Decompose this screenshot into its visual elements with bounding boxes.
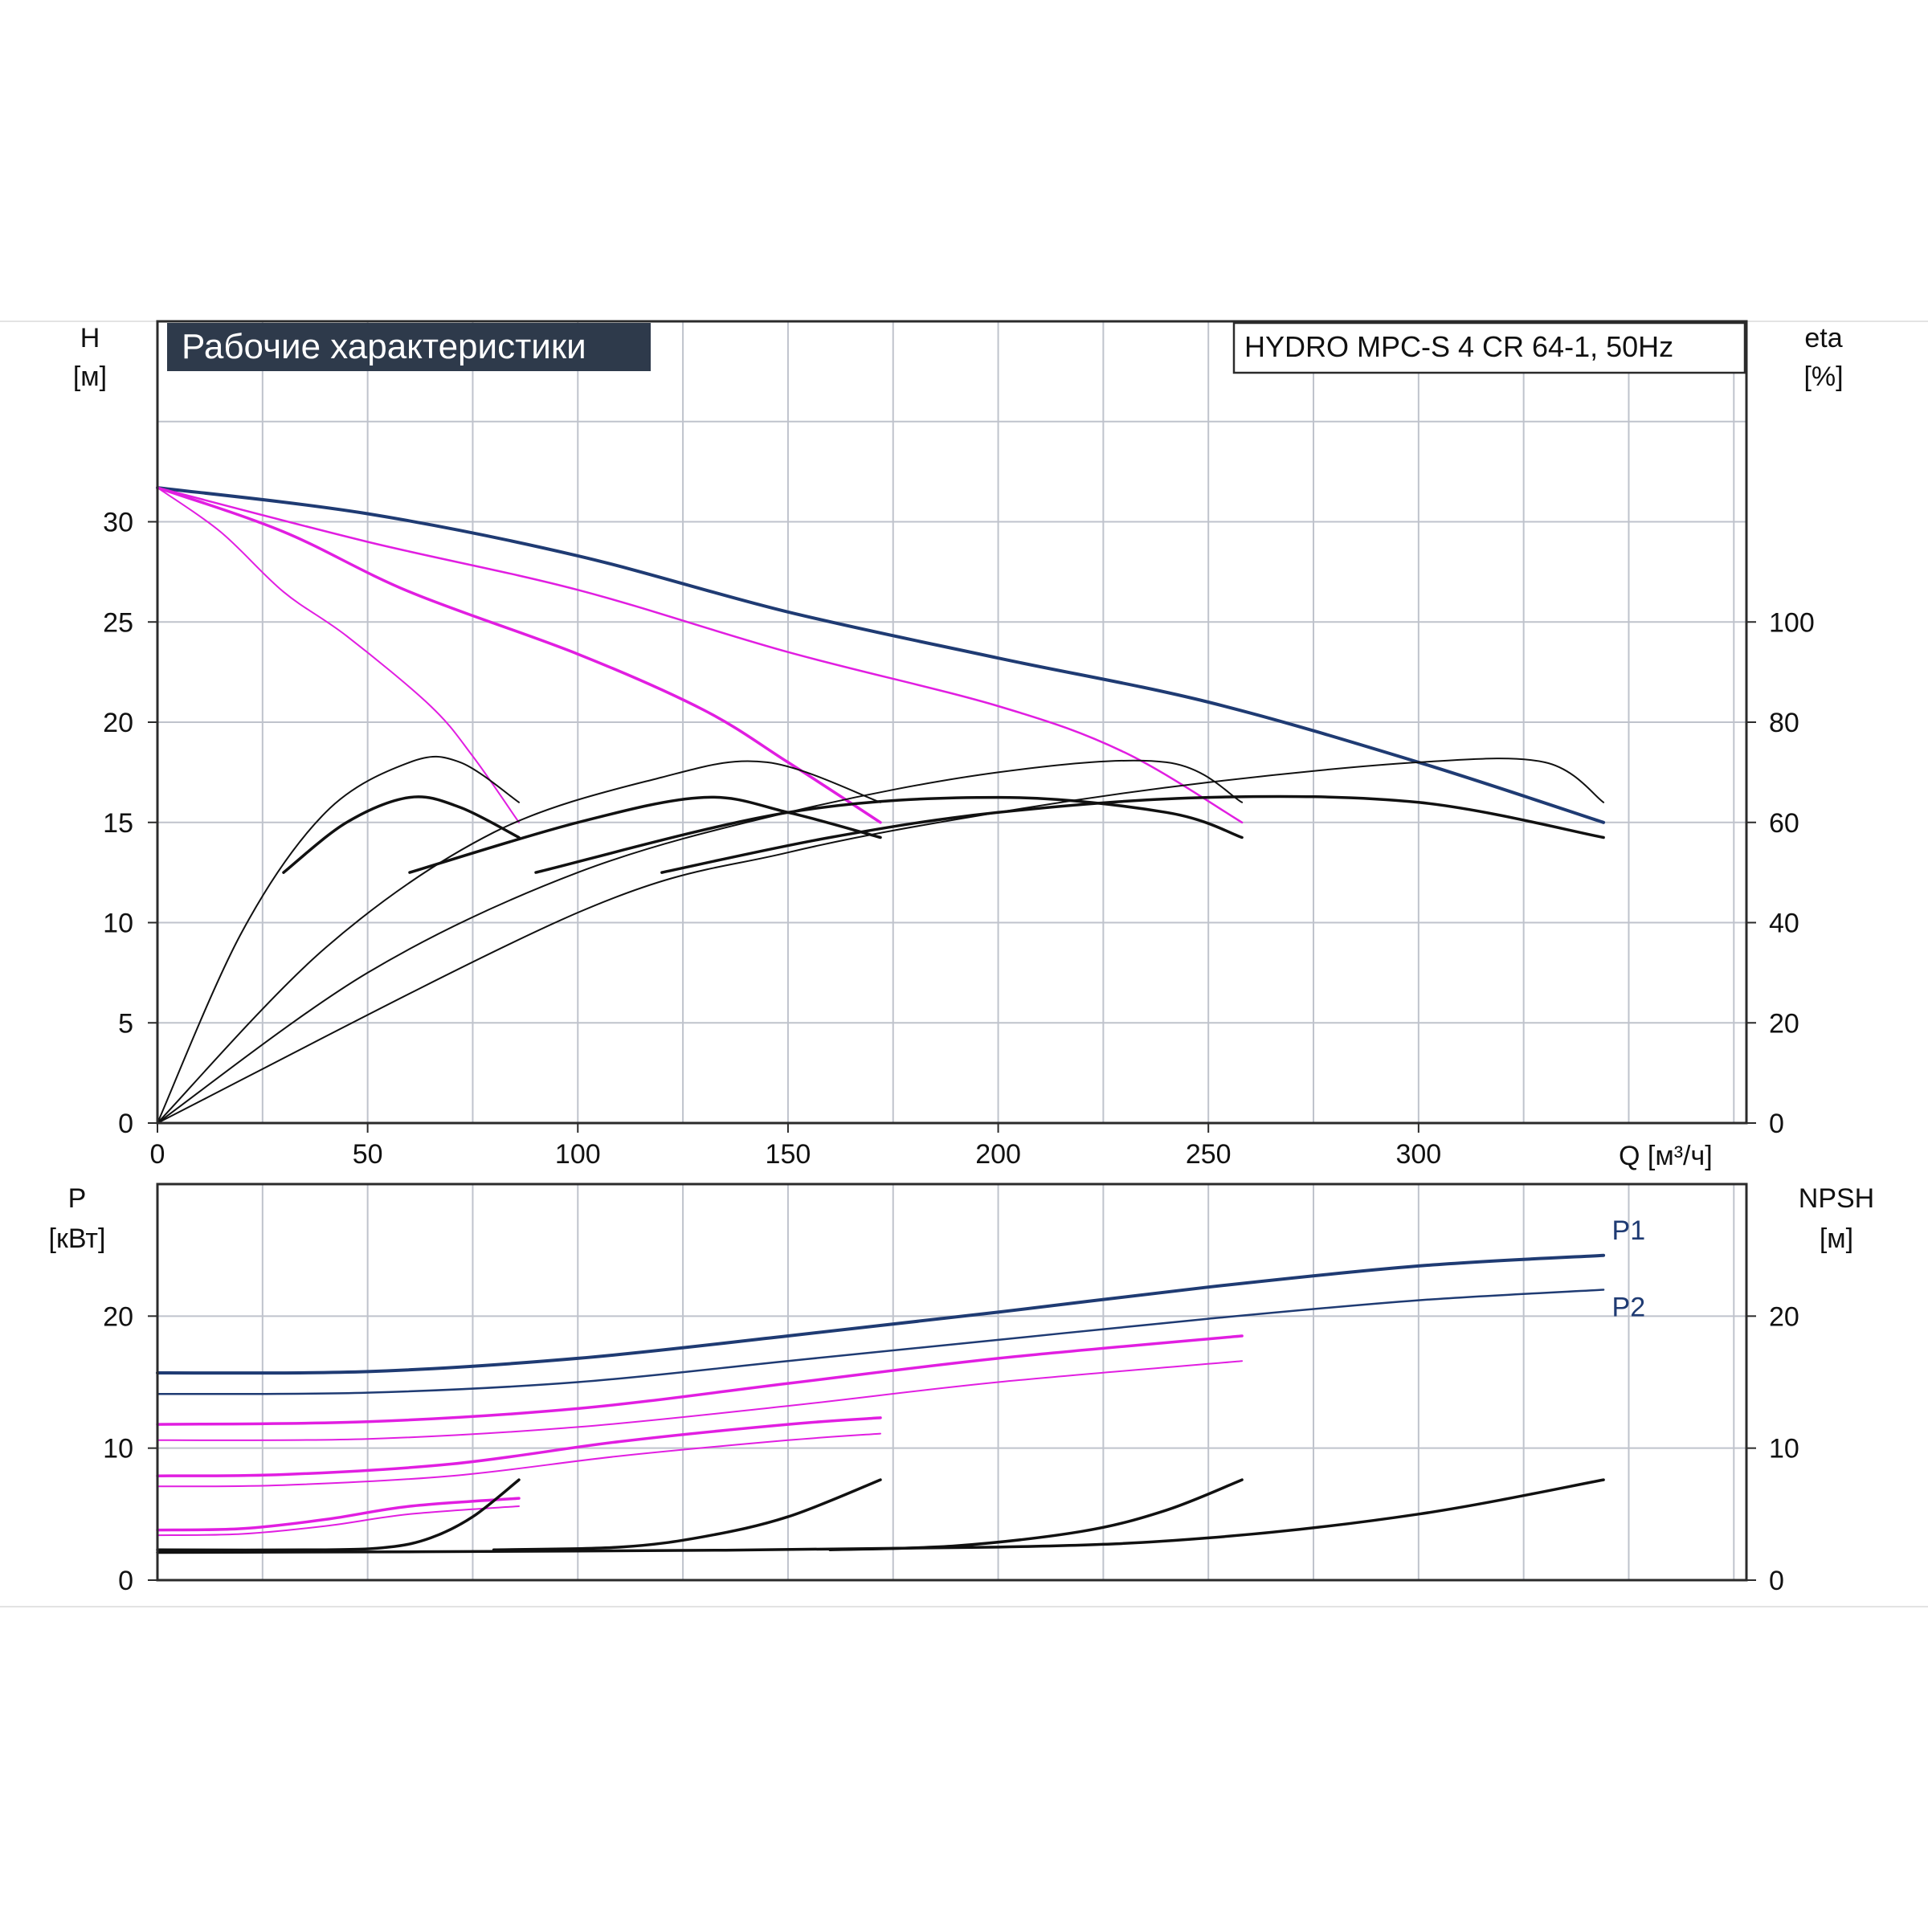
x-tick-label: 300 — [1395, 1139, 1441, 1170]
y-left-tick-label: 10 — [103, 909, 133, 939]
x-tick-label: 50 — [353, 1139, 383, 1170]
title-badge — [167, 323, 651, 371]
series-eta-2pumps-thin — [157, 760, 881, 1124]
top-plot-grid — [157, 321, 1746, 1123]
x-tick-label: 100 — [555, 1139, 601, 1170]
y-right-tick-label: 40 — [1769, 909, 1799, 939]
y-right-tick-label: 0 — [1769, 1109, 1784, 1139]
y-left-unit-top: [м] — [73, 361, 107, 392]
x-tick-label: 150 — [766, 1139, 811, 1170]
npsh-tick-label: 10 — [1769, 1434, 1799, 1464]
npsh-tick-label: 20 — [1769, 1301, 1799, 1332]
series-eta-1pump-thin — [157, 755, 520, 1124]
top-plot-ticks: 0 50 100 150 200 250 3000510152025300204060801… — [103, 508, 1815, 1170]
series-head-2pumps — [156, 486, 882, 824]
p-tick-label: 20 — [103, 1301, 133, 1332]
y-left-unit-bottom: [кВт] — [49, 1223, 106, 1254]
series-P2-2pumps — [157, 1432, 881, 1488]
series-P2-4pumps — [156, 1289, 1605, 1395]
series-P1-3pumps — [156, 1334, 1244, 1426]
series-label-p1: P1 — [1612, 1215, 1646, 1246]
series-P1-1pump — [156, 1497, 521, 1532]
y-left-tick-label: 25 — [103, 607, 133, 638]
bottom-plot-series — [156, 1253, 1606, 1554]
series-label-p2: P2 — [1612, 1292, 1646, 1322]
series-eta-2pumps-bold — [408, 795, 882, 874]
y-left-tick-label: 0 — [118, 1109, 133, 1139]
y-left-label-top: H — [80, 323, 100, 353]
y-right-label-bottom: NPSH — [1799, 1183, 1874, 1214]
series-eta-3pumps-bold — [534, 795, 1244, 874]
series-P2-3pumps — [157, 1360, 1244, 1441]
model-box — [1232, 321, 1746, 374]
series-P1-4pumps — [156, 1253, 1606, 1375]
y-right-tick-label: 80 — [1769, 708, 1799, 738]
p-tick-label: 10 — [103, 1434, 133, 1464]
series-head-4pumps — [156, 486, 1606, 824]
y-right-unit-bottom: [м] — [1820, 1223, 1853, 1254]
series-eta-3pumps-thin — [157, 759, 1244, 1124]
x-tick-label: 200 — [975, 1139, 1021, 1170]
p-tick-label: 0 — [118, 1566, 133, 1596]
series-NPSH-1pump — [156, 1478, 521, 1552]
x-tick-label: 0 — [150, 1139, 165, 1170]
series-NPSH-2pumps — [492, 1478, 882, 1551]
series-eta-4pumps-thin — [157, 758, 1605, 1124]
bottom-plot-frame — [156, 1182, 1748, 1582]
y-left-tick-label: 30 — [103, 508, 133, 538]
series-P2-1pump — [157, 1505, 520, 1537]
y-left-tick-label: 15 — [103, 808, 133, 839]
top-plot-series — [156, 486, 1606, 1124]
y-right-label-top: eta — [1804, 323, 1842, 353]
y-right-tick-label: 20 — [1769, 1008, 1799, 1039]
y-left-tick-label: 20 — [103, 708, 133, 738]
series-NPSH-4pumps — [156, 1478, 1605, 1554]
bottom-plot-grid — [157, 1184, 1746, 1580]
y-right-tick-label: 60 — [1769, 808, 1799, 839]
series-P1-2pumps — [156, 1416, 882, 1477]
series-head-3pumps — [156, 486, 1244, 824]
model-label: HYDRO MPC-S 4 CR 64-1, 50Hz — [1244, 330, 1673, 363]
x-tick-label: 250 — [1186, 1139, 1232, 1170]
y-right-unit-top: [%] — [1803, 361, 1843, 392]
y-left-label-bottom: P — [68, 1183, 87, 1214]
series-eta-1pump-bold — [282, 795, 521, 874]
series-head-1pump — [157, 487, 520, 823]
y-left-tick-label: 5 — [118, 1008, 133, 1039]
npsh-tick-label: 0 — [1769, 1566, 1784, 1596]
series-eta-4pumps-bold — [660, 794, 1605, 874]
x-axis-label: Q [м³/ч] — [1619, 1141, 1713, 1171]
chart-title: Рабочие характеристики — [182, 327, 586, 366]
bottom-plot-ticks: 0 10 20 0 10 20 — [103, 1301, 1799, 1596]
y-right-tick-label: 100 — [1769, 607, 1815, 638]
